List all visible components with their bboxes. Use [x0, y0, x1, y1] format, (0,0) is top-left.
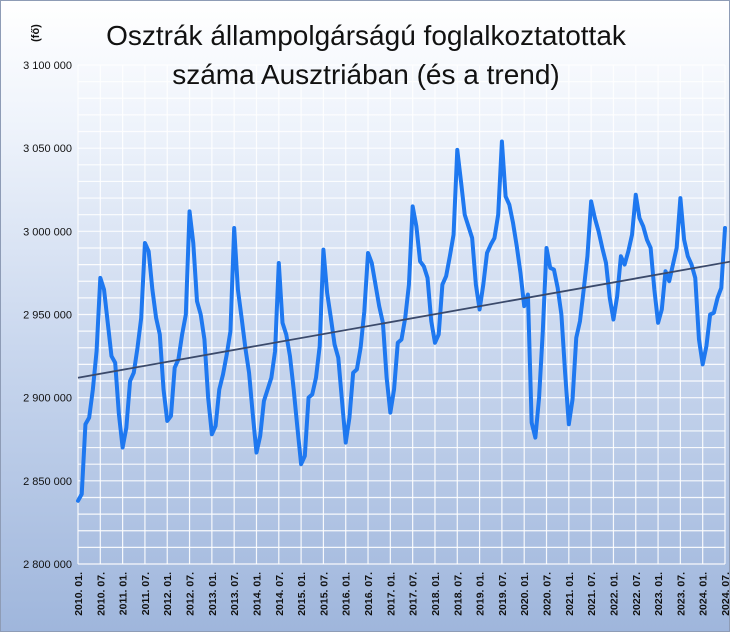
y-tick-label: 2 900 000 [23, 393, 72, 405]
series-line-employed [76, 139, 727, 503]
x-tick-label: 2017. 01. [385, 572, 397, 616]
y-axis-unit-label: (fő) [30, 24, 42, 42]
y-tick-label: 3 050 000 [23, 143, 72, 155]
x-tick-label: 2021. 01. [564, 572, 576, 616]
grid [77, 64, 726, 565]
x-tick-label: 2020. 07. [542, 572, 554, 616]
x-tick-label: 2014. 07. [274, 572, 286, 616]
x-tick-label: 2024. 01. [698, 572, 710, 616]
x-tick-label: 2015. 07. [318, 572, 330, 616]
x-tick-label: 2023. 07. [675, 572, 687, 616]
y-tick-label: 2 950 000 [23, 310, 72, 322]
x-tick-label: 2013. 01. [207, 572, 219, 616]
x-tick-label: 2017. 07. [408, 572, 420, 616]
x-tick-label: 2021. 07. [586, 572, 598, 616]
x-tick-label: 2010. 07. [95, 572, 107, 616]
chart-title-line-1: Osztrák állampolgárságú foglalkoztatotta… [106, 20, 627, 51]
y-tick-label: 3 000 000 [23, 226, 72, 238]
x-tick-label: 2016. 07. [363, 572, 375, 616]
x-tick-label: 2010. 01. [73, 572, 85, 616]
x-tick-label: 2022. 01. [608, 572, 620, 616]
x-tick-label: 2012. 07. [185, 572, 197, 616]
y-tick-label: 2 850 000 [23, 476, 72, 488]
y-tick-label: 3 100 000 [23, 60, 72, 72]
x-tick-label: 2014. 01. [251, 572, 263, 616]
x-tick-label: 2018. 07. [452, 572, 464, 616]
y-tick-labels: 2 800 000 2 850 000 2 900 000 2 950 000 3 00… [23, 60, 72, 571]
x-tick-label: 2015. 01. [296, 572, 308, 616]
chart-title-line-2: száma Ausztriában (és a trend) [172, 59, 560, 90]
x-tick-label: 2023. 01. [653, 572, 665, 616]
x-tick-label: 2013. 07. [229, 572, 241, 616]
x-tick-label: 2012. 01. [162, 572, 174, 616]
trend-line [77, 260, 730, 379]
x-tick-label: 2022. 07. [631, 572, 643, 616]
x-tick-label: 2020. 01. [519, 572, 531, 616]
x-tick-label: 2019. 07. [497, 572, 509, 616]
x-tick-label: 2019. 01. [475, 572, 487, 616]
y-tick-label: 2 800 000 [23, 559, 72, 571]
x-tick-labels: 2010. 01. 2010. 07. 2011. 01. 2011. 07. 2012… [73, 572, 730, 616]
x-tick-label: 2024. 07. [720, 572, 730, 616]
x-tick-label: 2011. 01. [118, 572, 130, 615]
x-tick-label: 2011. 07. [140, 572, 152, 615]
series-marks [76, 139, 730, 503]
x-tick-label: 2016. 01. [341, 572, 353, 616]
x-tick-label: 2018. 01. [430, 572, 442, 616]
